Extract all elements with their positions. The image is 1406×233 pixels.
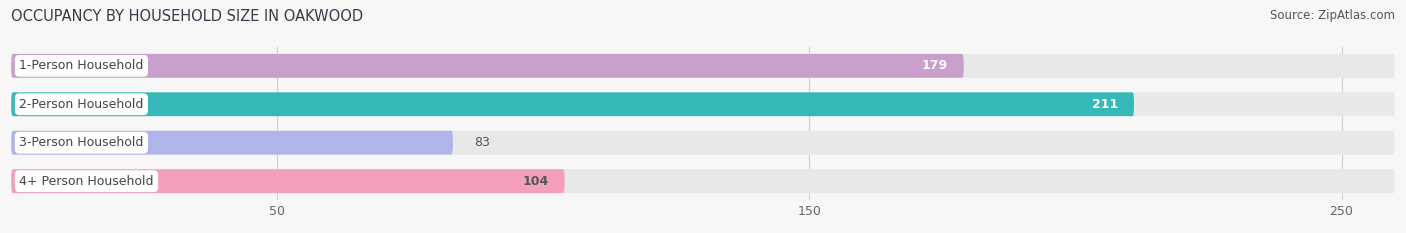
FancyBboxPatch shape <box>11 92 1395 116</box>
Text: 3-Person Household: 3-Person Household <box>20 136 143 149</box>
Text: Source: ZipAtlas.com: Source: ZipAtlas.com <box>1270 9 1395 22</box>
FancyBboxPatch shape <box>11 169 565 193</box>
Text: 104: 104 <box>523 175 548 188</box>
Text: 83: 83 <box>474 136 491 149</box>
Text: OCCUPANCY BY HOUSEHOLD SIZE IN OAKWOOD: OCCUPANCY BY HOUSEHOLD SIZE IN OAKWOOD <box>11 9 363 24</box>
FancyBboxPatch shape <box>11 92 1135 116</box>
Text: 179: 179 <box>922 59 948 72</box>
FancyBboxPatch shape <box>11 169 1395 193</box>
Text: 211: 211 <box>1092 98 1118 111</box>
Text: 1-Person Household: 1-Person Household <box>20 59 143 72</box>
Text: 2-Person Household: 2-Person Household <box>20 98 143 111</box>
Text: 4+ Person Household: 4+ Person Household <box>20 175 153 188</box>
FancyBboxPatch shape <box>11 54 1395 78</box>
FancyBboxPatch shape <box>11 131 453 155</box>
FancyBboxPatch shape <box>11 131 1395 155</box>
FancyBboxPatch shape <box>11 54 963 78</box>
